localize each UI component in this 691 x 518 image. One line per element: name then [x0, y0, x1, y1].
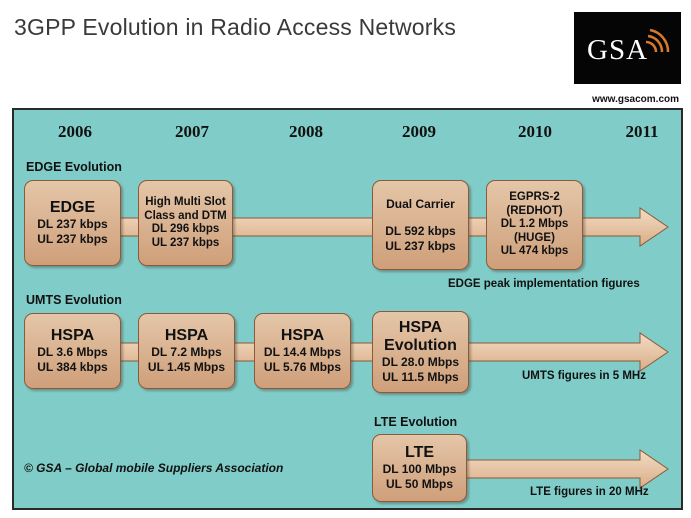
box-line: UL 1.45 Mbps: [147, 360, 226, 374]
umts-evolution-label: UMTS Evolution: [26, 293, 122, 307]
lte-figures-note: LTE figures in 20 MHz: [530, 486, 649, 498]
edge-box: EDGE DL 237 kbps UL 237 kbps: [24, 180, 121, 266]
multislot-box: High Multi Slot Class and DTM DL 296 kbp…: [138, 180, 233, 266]
box-line: EGPRS-2: [509, 191, 560, 204]
year-label: 2006: [58, 122, 92, 141]
website-url: www.gsacom.com: [592, 94, 679, 105]
page-title: 3GPP Evolution in Radio Access Networks: [14, 14, 457, 40]
box-line: (REDHOT): [506, 204, 563, 217]
egprs2-box: EGPRS-2 (REDHOT) DL 1.2 Mbps (HUGE) UL 4…: [486, 180, 583, 270]
box-line: UL 384 kbps: [37, 360, 108, 374]
hspa-box: HSPA DL 3.6 Mbps UL 384 kbps: [24, 313, 121, 389]
timeline-panel: [12, 108, 683, 510]
edge-arrow: [29, 207, 669, 247]
box-line: Dual Carrier: [386, 196, 455, 211]
edge-figures-note: EDGE peak implementation figures: [448, 278, 640, 290]
box-line: High Multi Slot: [145, 196, 226, 208]
box-title: Evolution: [384, 337, 457, 354]
gsa-logo-icon: [645, 28, 670, 53]
box-line: UL 474 kbps: [500, 245, 569, 258]
box-title: HSPA: [398, 319, 443, 336]
box-line: DL 14.4 Mbps: [263, 345, 342, 359]
box-line: UL 237 kbps: [385, 238, 456, 253]
lte-box: LTE DL 100 Mbps UL 50 Mbps: [372, 434, 467, 502]
copyright-text: © GSA – Global mobile Suppliers Associat…: [24, 461, 284, 475]
box-title: EDGE: [49, 199, 96, 216]
box-line: DL 7.2 Mbps: [151, 345, 222, 359]
box-line: UL 237 kbps: [37, 232, 108, 246]
box-line: DL 237 kbps: [37, 217, 108, 231]
year-label: 2010: [518, 122, 552, 141]
hspa-box: HSPA DL 7.2 Mbps UL 1.45 Mbps: [138, 313, 235, 389]
box-line: DL 3.6 Mbps: [37, 345, 108, 359]
edge-evolution-label: EDGE Evolution: [26, 160, 122, 174]
box-line: Class and DTM: [144, 209, 227, 222]
box-line: DL 100 Mbps: [382, 462, 457, 476]
box-line: UL 11.5 Mbps: [382, 370, 459, 384]
box-title: HSPA: [280, 327, 325, 344]
year-label: 2009: [402, 122, 436, 141]
hspa-box: HSPA DL 14.4 Mbps UL 5.76 Mbps: [254, 313, 351, 389]
gsa-logo: GSA: [574, 12, 681, 84]
logo-text: GSA: [587, 34, 649, 66]
box-line: UL 237 kbps: [151, 236, 220, 249]
umts-figures-note: UMTS figures in 5 MHz: [522, 370, 646, 382]
box-line: UL 50 Mbps: [385, 477, 454, 491]
box-title: HSPA: [50, 327, 95, 344]
box-line: DL 296 kbps: [151, 223, 220, 235]
box-line: DL 592 kbps: [385, 223, 456, 238]
box-line: DL 28.0 Mbps: [381, 355, 460, 369]
year-label: 2007: [175, 122, 209, 141]
box-line: UL 5.76 Mbps: [263, 360, 342, 374]
year-label: 2011: [625, 122, 659, 141]
year-label: 2008: [289, 122, 323, 141]
box-line: (HUGE): [514, 231, 555, 244]
box-title: LTE: [404, 444, 435, 461]
hspa-evolution-box: HSPA Evolution DL 28.0 Mbps UL 11.5 Mbps: [372, 311, 469, 393]
box-title: HSPA: [164, 327, 209, 344]
lte-evolution-label: LTE Evolution: [374, 415, 458, 429]
box-line: DL 1.2 Mbps: [500, 218, 569, 231]
dual-carrier-box: Dual Carrier DL 592 kbps UL 237 kbps: [372, 180, 469, 270]
